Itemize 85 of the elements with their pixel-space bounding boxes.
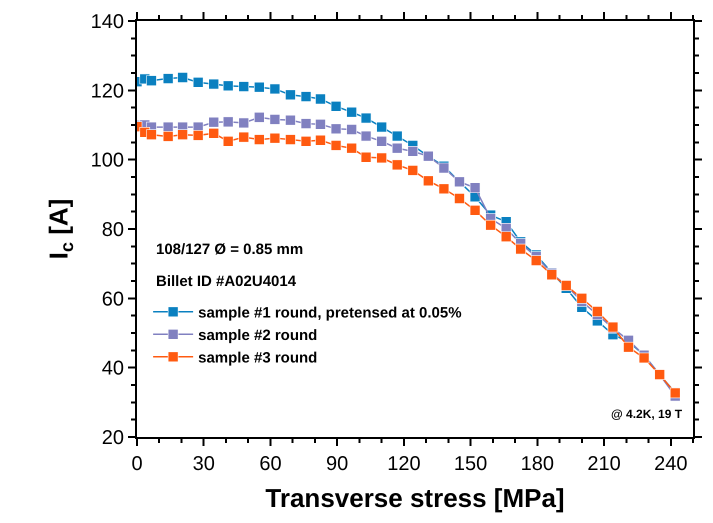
point — [315, 119, 326, 130]
legend-label: sample #3 round — [198, 350, 318, 367]
x-tick-label: 30 — [192, 453, 215, 475]
point — [222, 136, 234, 147]
point — [530, 255, 542, 266]
point — [162, 131, 174, 142]
annotation: 108/127 Ø = 0.85 mm — [156, 241, 304, 258]
point — [208, 78, 220, 90]
point — [360, 130, 372, 142]
point — [238, 81, 250, 92]
point — [623, 342, 634, 353]
point — [592, 306, 603, 317]
point — [376, 122, 387, 132]
y-tick-label: 20 — [102, 427, 124, 449]
point — [222, 80, 234, 92]
point — [392, 130, 403, 142]
x-tick-label: 60 — [259, 453, 282, 475]
point — [238, 118, 250, 128]
point — [407, 165, 418, 176]
annotation: @ 4.2K, 19 T — [611, 407, 683, 421]
y-tick-label: 60 — [102, 288, 124, 310]
x-tick-label: 120 — [387, 453, 421, 475]
point — [192, 77, 204, 88]
y-tick-label: 140 — [90, 11, 124, 33]
point — [407, 146, 418, 157]
x-tick-label: 180 — [520, 453, 554, 475]
point — [254, 134, 265, 145]
x-tick-label: 0 — [131, 453, 143, 475]
y-tick-label: 120 — [90, 80, 124, 102]
point — [270, 132, 280, 144]
x-tick-label: 210 — [587, 453, 621, 475]
x-tick-label: 150 — [454, 453, 488, 475]
point — [500, 231, 512, 242]
point — [177, 72, 188, 83]
point — [238, 132, 250, 142]
point — [360, 152, 372, 163]
point — [515, 244, 526, 254]
point — [438, 183, 450, 194]
point — [270, 84, 280, 94]
legend-label: sample #2 round — [198, 327, 318, 344]
point — [485, 220, 496, 230]
point — [192, 130, 204, 141]
point — [346, 106, 357, 118]
point — [146, 75, 157, 86]
point — [300, 118, 312, 129]
point — [270, 114, 280, 125]
point — [254, 82, 265, 93]
point — [423, 176, 434, 186]
point — [146, 129, 157, 140]
point — [330, 124, 342, 134]
point — [285, 90, 296, 100]
y-tick-label: 40 — [102, 358, 124, 380]
point — [376, 136, 387, 147]
point — [208, 128, 220, 139]
point — [330, 100, 342, 112]
point — [392, 160, 403, 170]
point — [330, 140, 342, 151]
y-tick-label: 80 — [102, 219, 124, 241]
point — [222, 116, 234, 128]
legend-label: sample #1 round, pretensed at 0.05% — [198, 304, 462, 322]
point — [454, 193, 465, 204]
point — [208, 116, 220, 128]
point — [346, 124, 357, 135]
point — [300, 136, 312, 147]
point — [315, 94, 326, 104]
point — [346, 142, 357, 154]
point — [360, 112, 372, 124]
annotation: Billet ID #A02U4014 — [156, 273, 297, 290]
y-tick-label: 100 — [90, 150, 124, 172]
point — [315, 134, 326, 146]
point — [470, 182, 480, 194]
point — [638, 352, 650, 364]
point — [376, 152, 387, 164]
point — [285, 134, 296, 145]
point — [392, 142, 403, 154]
point — [576, 293, 588, 304]
point — [285, 114, 296, 126]
point — [177, 129, 188, 140]
x-axis-title: Transverse stress [MPa] — [265, 483, 565, 514]
x-tick-label: 240 — [654, 453, 688, 475]
point — [470, 204, 480, 216]
point — [162, 73, 174, 84]
point — [254, 112, 265, 123]
point — [300, 91, 312, 102]
x-tick-label: 90 — [326, 453, 348, 475]
